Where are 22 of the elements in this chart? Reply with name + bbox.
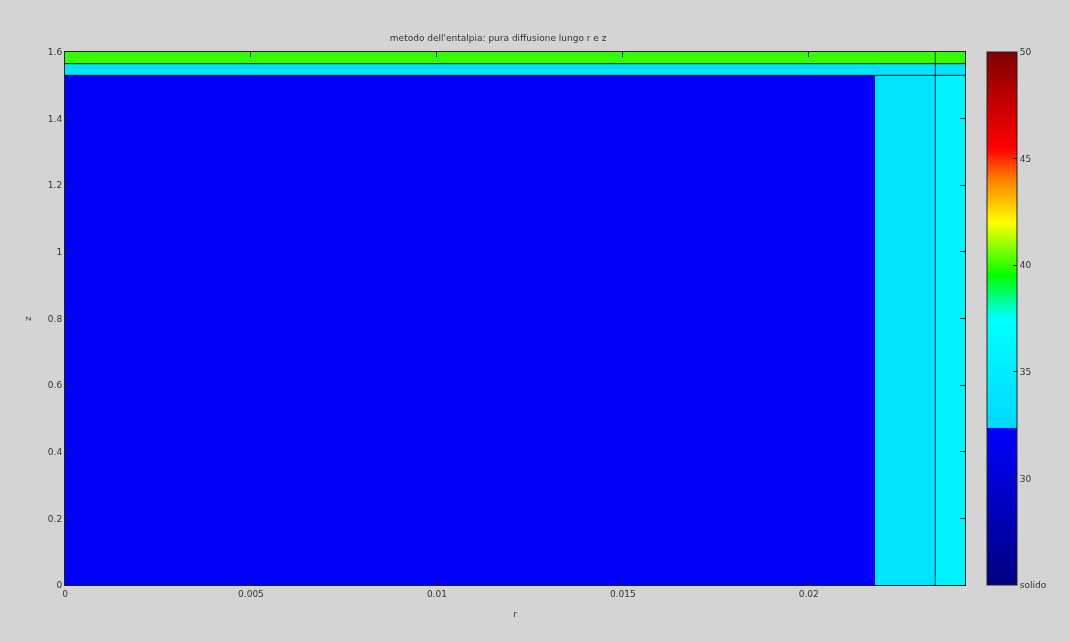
x-tick-label: 0.005: [238, 588, 264, 599]
chart-title: metodo dell'entalpia: pura diffusione lungo r e z: [389, 33, 607, 44]
y-tick-label: 1.4: [47, 113, 63, 124]
y-tick-label: 0: [56, 580, 63, 591]
color-bar-label: solido: [1019, 580, 1047, 591]
color-bar-label: 35: [1019, 366, 1032, 377]
color-bar-label: 45: [1019, 153, 1032, 164]
color-bar-label: 40: [1019, 260, 1032, 271]
y-tick-label: 0.4: [47, 446, 63, 457]
y-tick-label: 0.6: [47, 380, 63, 391]
x-axis-title: r: [513, 608, 518, 619]
x-tick-label: 0.01: [426, 588, 447, 599]
color-bar-label: 50: [1019, 47, 1032, 58]
y-tick-label: 0.8: [47, 313, 63, 324]
y-axis-title: z: [23, 315, 34, 321]
x-tick-label: 0.015: [609, 588, 636, 599]
y-tick-label: 1: [56, 247, 63, 258]
y-tick-label: 1.6: [47, 47, 63, 58]
x-tick-label: 0.02: [798, 588, 819, 599]
color-bar-label: 30: [1019, 473, 1032, 484]
y-tick-label: 1.2: [47, 180, 63, 191]
y-tick-label: 0.2: [47, 513, 63, 524]
